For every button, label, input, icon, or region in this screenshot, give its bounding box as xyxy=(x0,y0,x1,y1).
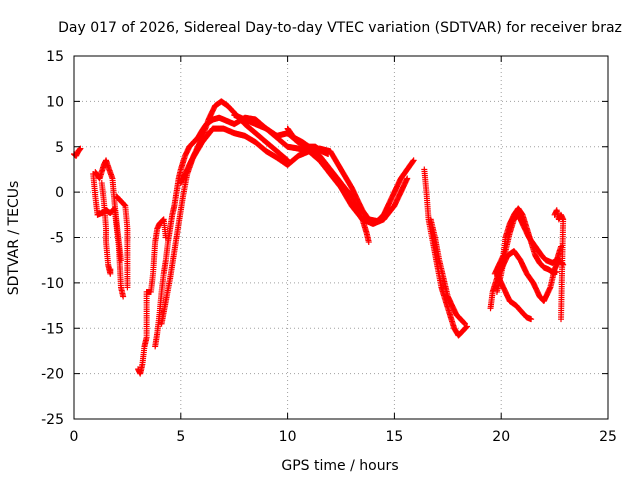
y-tick-label: 0 xyxy=(55,185,64,201)
x-tick-label: 20 xyxy=(492,429,510,445)
data-point xyxy=(124,284,131,291)
data-point xyxy=(410,157,417,164)
data-point xyxy=(121,202,128,209)
y-tick-label: -10 xyxy=(41,276,64,292)
y-tick-label: 15 xyxy=(46,49,64,65)
y-tick-label: -20 xyxy=(41,367,64,383)
data-point xyxy=(404,175,411,182)
data-point xyxy=(120,293,127,300)
data-point xyxy=(77,145,84,152)
axis-ticks: 0 5 10 15 20 25 15 10 5 0 -5 -10 -15 -20 -25 xyxy=(41,49,617,445)
data-point xyxy=(117,257,124,264)
y-tick-label: 10 xyxy=(46,94,64,110)
x-axis-label: GPS time / hours xyxy=(281,458,398,474)
data-point xyxy=(460,319,467,326)
y-tick-label: -5 xyxy=(50,231,64,247)
data-point xyxy=(462,324,469,331)
data-points xyxy=(71,98,567,377)
y-tick-label: 5 xyxy=(55,140,64,156)
data-point xyxy=(461,320,468,327)
data-point xyxy=(461,320,468,327)
data-point xyxy=(558,316,565,323)
x-tick-label: 15 xyxy=(385,429,403,445)
x-tick-label: 0 xyxy=(70,429,79,445)
x-tick-label: 5 xyxy=(176,429,185,445)
y-tick-label: -15 xyxy=(41,321,64,337)
data-point xyxy=(553,268,560,275)
y-axis-label: SDTVAR / TECUs xyxy=(6,181,22,296)
data-point xyxy=(365,239,372,246)
data-point xyxy=(325,151,332,158)
data-point xyxy=(160,216,167,223)
data-point xyxy=(107,266,114,273)
chart-title: Day 017 of 2026, Sidereal Day-to-day VTE… xyxy=(58,20,622,36)
x-tick-label: 10 xyxy=(279,429,297,445)
x-tick-label: 25 xyxy=(599,429,617,445)
data-point xyxy=(528,316,535,323)
y-tick-label: -25 xyxy=(41,412,64,428)
data-point xyxy=(463,324,470,331)
data-point xyxy=(121,201,128,208)
